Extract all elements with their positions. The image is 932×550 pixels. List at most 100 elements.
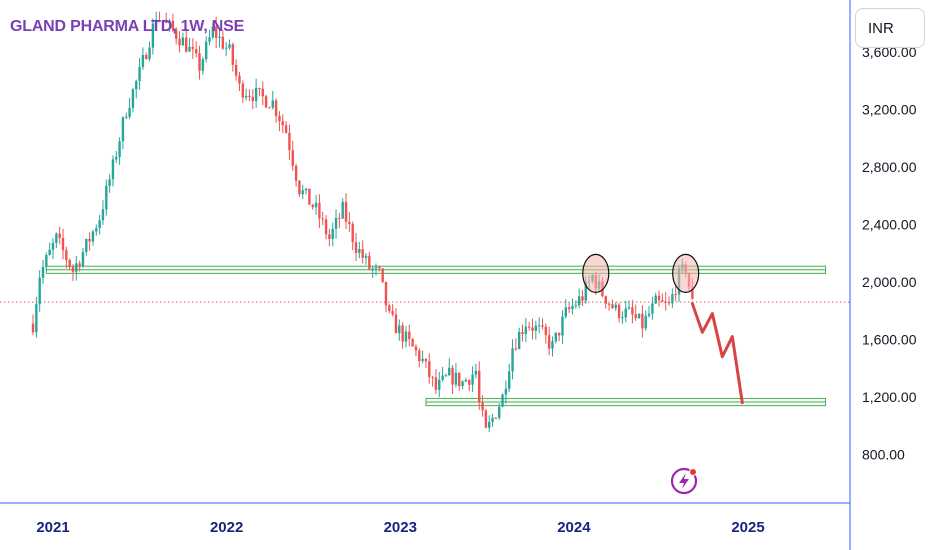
candle <box>557 332 561 342</box>
candle <box>671 288 674 308</box>
candle <box>191 38 195 59</box>
candle <box>201 56 205 75</box>
candle <box>138 57 141 90</box>
candle-body <box>204 41 208 60</box>
candle <box>438 371 441 398</box>
candle-body <box>504 388 508 395</box>
candle <box>155 11 158 26</box>
candle <box>667 296 671 306</box>
candle-body <box>261 88 264 97</box>
candle-body <box>318 202 321 219</box>
candle-body <box>155 20 158 24</box>
candle <box>411 338 414 347</box>
candle <box>48 242 51 256</box>
candle <box>318 194 321 229</box>
candle <box>145 52 148 60</box>
candle-body <box>354 242 358 253</box>
candle-body <box>201 59 205 71</box>
candle-body <box>651 303 654 314</box>
candle <box>634 304 637 321</box>
price-axis-label: 2,400.00 <box>862 217 917 233</box>
candle <box>311 203 314 210</box>
candle <box>514 338 518 352</box>
candle <box>631 299 634 324</box>
candle-body <box>664 301 667 303</box>
candle <box>621 311 624 324</box>
candle <box>551 336 554 357</box>
candle-body <box>411 339 414 347</box>
currency-selector[interactable]: INR <box>855 8 925 48</box>
candle-body <box>234 64 238 76</box>
candle-body <box>454 372 458 385</box>
candle <box>504 380 508 404</box>
candle-body <box>341 201 344 219</box>
candle <box>498 403 501 420</box>
candle <box>474 363 478 379</box>
candle <box>95 224 98 236</box>
candle <box>524 317 528 343</box>
candle <box>361 240 364 264</box>
candle <box>261 81 264 106</box>
candle-body <box>31 323 35 333</box>
candle-body <box>557 332 561 336</box>
candle <box>468 379 471 392</box>
candle-body <box>351 223 354 243</box>
time-axis-label: 2025 <box>731 519 764 536</box>
candle <box>398 319 401 341</box>
candle <box>378 265 381 272</box>
candle-body <box>394 314 398 334</box>
candle <box>358 241 361 259</box>
candle-body <box>221 36 225 49</box>
candle <box>151 18 155 55</box>
candle-body <box>461 381 464 387</box>
candle-body <box>421 358 424 362</box>
candle-body <box>444 375 448 377</box>
candle <box>611 299 614 310</box>
candle-body <box>151 23 155 48</box>
candle-body <box>607 303 611 305</box>
candle-body <box>324 219 328 235</box>
candle <box>288 124 291 160</box>
candle <box>561 310 564 344</box>
candle <box>125 112 128 119</box>
candle <box>384 281 388 313</box>
candle <box>338 212 341 229</box>
candle <box>564 299 568 319</box>
candle <box>258 87 261 97</box>
candle-body <box>541 325 544 327</box>
candle-body <box>48 249 51 255</box>
candle-body <box>71 267 75 272</box>
candle <box>165 12 168 23</box>
candle-body <box>35 304 38 333</box>
candle <box>661 293 664 303</box>
time-axis-label: 2022 <box>210 519 243 536</box>
candle-body <box>184 37 188 52</box>
candle-body <box>175 29 178 39</box>
candle-body <box>218 36 221 38</box>
candle-body <box>111 159 115 180</box>
candle-body <box>281 121 284 126</box>
candle <box>308 188 311 205</box>
candle <box>444 373 448 377</box>
candle <box>278 111 281 132</box>
candle-body <box>264 96 268 108</box>
candle <box>478 361 481 410</box>
candle-body <box>191 46 195 49</box>
candle <box>264 94 268 109</box>
candle <box>101 200 105 225</box>
candle <box>431 375 434 387</box>
candle <box>517 327 521 350</box>
candle-body <box>161 21 165 23</box>
candle <box>544 323 548 344</box>
candle <box>284 121 288 134</box>
candle <box>624 300 627 323</box>
projection-path <box>690 302 744 405</box>
candle-body <box>294 165 298 181</box>
candle <box>371 266 374 278</box>
candle-body <box>458 372 461 387</box>
candle-body <box>494 417 498 419</box>
candle-body <box>647 313 651 316</box>
candle-body <box>627 307 631 309</box>
candle <box>567 302 571 313</box>
